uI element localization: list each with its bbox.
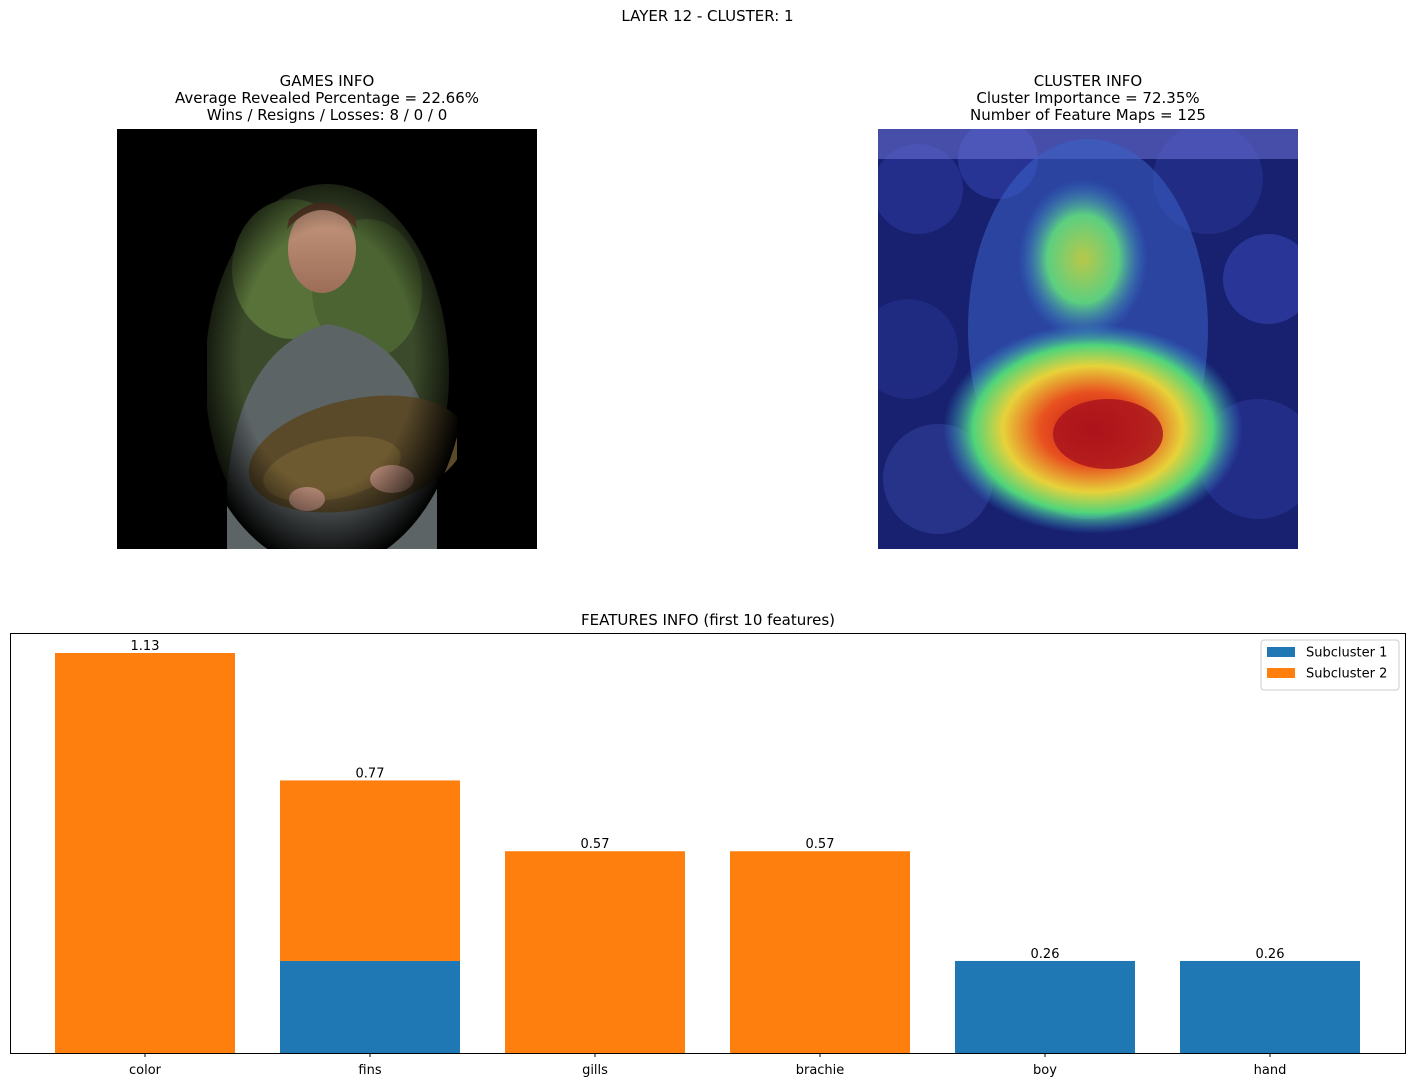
heatmap-image: [878, 129, 1298, 549]
legend-label-subcluster-2: Subcluster 2: [1306, 667, 1387, 682]
legend-swatch-subcluster-2: [1267, 668, 1295, 678]
bar-fins-subcluster-2: [280, 780, 460, 961]
x-tick-label-brachie: brachie: [796, 1063, 845, 1078]
x-tick-label-fins: fins: [358, 1063, 381, 1078]
games-info-record: Wins / Resigns / Losses: 8 / 0 / 0: [206, 106, 448, 124]
bar-boy-subcluster-1: [955, 960, 1135, 1053]
games-info-title: GAMES INFO Average Revealed Percentage =…: [27, 73, 627, 124]
bars-layer: 1.13 0.77 0.57 0.57 0.26 0.26: [55, 639, 1360, 1053]
x-tick-label-hand: hand: [1254, 1063, 1287, 1078]
data-label-color: 1.13: [131, 639, 160, 654]
legend-label-subcluster-1: Subcluster 1: [1306, 646, 1387, 661]
games-info-revealed: Average Revealed Percentage = 22.66%: [174, 89, 479, 107]
cluster-info-title: CLUSTER INFO Cluster Importance = 72.35%…: [788, 73, 1388, 124]
legend-swatch-subcluster-1: [1267, 647, 1295, 657]
games-info-heading: GAMES INFO: [279, 72, 375, 90]
x-tick-label-color: color: [129, 1063, 162, 1078]
plot-frame: [10, 633, 1406, 1054]
cluster-info-feature-maps: Number of Feature Maps = 125: [970, 106, 1206, 124]
x-tick-label-boy: boy: [1033, 1063, 1057, 1078]
x-tick-label-gills: gills: [582, 1063, 608, 1078]
data-label-boy: 0.26: [1031, 947, 1060, 962]
x-ticks-layer: color fins gills brachie boy hand: [129, 1053, 1286, 1078]
data-label-fins: 0.77: [356, 766, 385, 781]
features-chart-title: FEATURES INFO (first 10 features): [581, 611, 835, 629]
cluster-info-heading: CLUSTER INFO: [1033, 72, 1143, 90]
bar-color-subcluster-2: [55, 653, 235, 1053]
bar-fins-subcluster-1: [280, 960, 460, 1053]
bar-brachie-subcluster-2: [730, 851, 910, 1053]
bar-hand-subcluster-1: [1180, 960, 1360, 1053]
bar-gills-subcluster-2: [505, 851, 685, 1053]
data-label-hand: 0.26: [1256, 947, 1285, 962]
revealed-image: [117, 129, 537, 549]
legend-frame: [1260, 639, 1400, 691]
legend: Subcluster 1 Subcluster 2: [1260, 639, 1400, 691]
data-label-brachie: 0.57: [806, 837, 835, 852]
cluster-info-importance: Cluster Importance = 72.35%: [976, 89, 1200, 107]
data-label-gills: 0.57: [581, 837, 610, 852]
figure-suptitle: LAYER 12 - CLUSTER: 1: [621, 7, 794, 25]
features-bar-chart: 1.13 0.77 0.57 0.57 0.26 0.26 color fins gills b…: [10, 633, 1406, 1078]
